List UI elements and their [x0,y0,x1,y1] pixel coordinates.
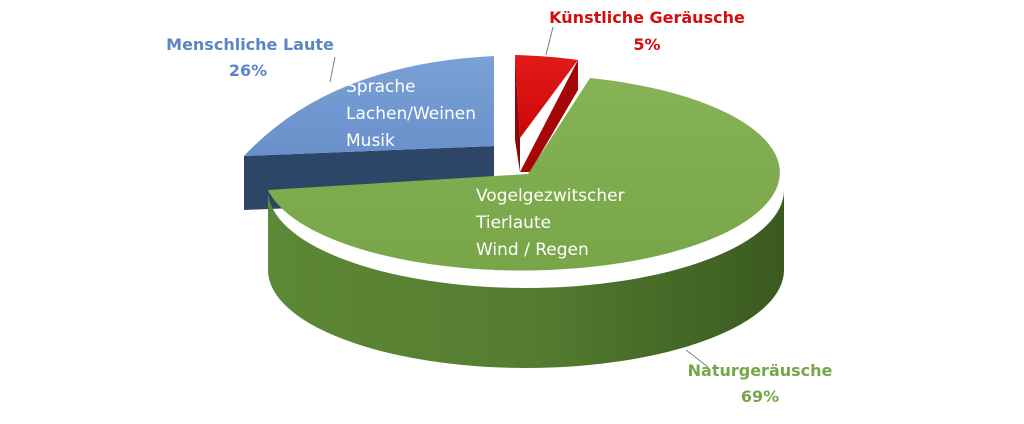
percent-label: 5% [633,35,660,54]
examples-menschliche-laute: Sprache Lachen/Weinen Musik [346,77,476,151]
category-label: Menschliche Laute [166,35,334,54]
category-label: Künstliche Geräusche [549,8,745,27]
example-item: Wind / Regen [476,240,589,260]
slice-naturgeraeusche-top [268,78,780,271]
percent-label: 26% [229,61,267,80]
category-label: Naturgeräusche [688,361,833,380]
example-item: Tierlaute [475,213,551,233]
slice-kuenstliche-geraeusche-top [515,55,578,138]
example-item: Lachen/Weinen [346,104,476,124]
label-naturgeraeusche: Naturgeräusche 69% [688,361,833,406]
leader-line-menschliche-laute [329,56,336,83]
leader-line-naturgeraeusche [685,349,709,368]
slice-naturgeraeusche [268,78,784,368]
slice-menschliche-laute-top [244,56,494,156]
slice-kuenstliche-geraeusche-side [520,60,578,172]
example-item: Sprache [346,77,416,97]
slice-naturgeraeusche-side [268,190,784,368]
label-menschliche-laute: Menschliche Laute 26% [166,35,334,80]
example-item: Musik [346,131,395,151]
example-item: Vogelgezwitscher [476,186,625,206]
example-item: Wasserrauschen [476,267,615,287]
leader-line-kuenstliche-geraeusche [545,26,554,56]
examples-naturgeraeusche: Vogelgezwitscher Tierlaute Wind / Regen … [475,186,625,287]
label-kuenstliche-geraeusche: Künstliche Geräusche 5% [549,8,745,54]
slice-kuenstliche-geraeusche-side-left [515,55,520,172]
slice-kuenstliche-geraeusche [515,55,578,172]
percent-label: 69% [741,387,779,406]
